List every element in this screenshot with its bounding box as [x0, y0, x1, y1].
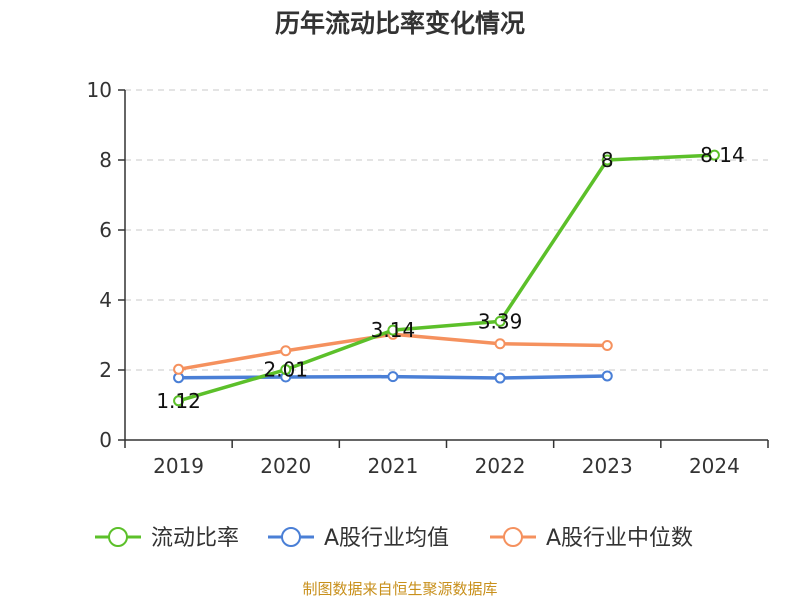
data-label-2021: 3.14 — [371, 318, 416, 342]
series-line-0 — [178, 153, 715, 403]
y-tick-label-6: 6 — [99, 218, 112, 242]
data-point-s2-2022 — [494, 338, 506, 350]
data-point-s1-2022 — [494, 372, 506, 384]
data-point-s0-2019 — [173, 395, 185, 407]
grid-lines — [125, 89, 768, 371]
y-tick-label-0: 0 — [99, 428, 112, 452]
data-point-s2-2020 — [280, 345, 292, 357]
chart-title: 历年流动比率变化情况 — [274, 9, 525, 38]
x-tick-label-2020: 2020 — [260, 454, 311, 478]
y-tick-label-10: 10 — [87, 78, 112, 102]
y-tick-label-4: 4 — [99, 288, 112, 312]
data-point-s2-2019 — [173, 363, 185, 375]
data-label-2023: 8 — [601, 148, 614, 172]
source-note: 制图数据来自恒生聚源数据库 — [302, 580, 498, 598]
y-tick-label-2: 2 — [99, 358, 112, 382]
data-point-s0-2021 — [387, 324, 399, 336]
data-label-2022: 3.39 — [478, 309, 523, 333]
legend-marker-0 — [108, 527, 128, 547]
data-point-s0-2020 — [280, 364, 292, 376]
x-tick-label-2019: 2019 — [153, 454, 204, 478]
x-tick-label-2022: 2022 — [475, 454, 526, 478]
legend-marker-1 — [281, 527, 301, 547]
legend-label-1: A股行业均值 — [324, 526, 449, 551]
data-label-2024: 8.14 — [700, 143, 745, 167]
data-point-s0-2023 — [601, 154, 613, 166]
legend-label-0: 流动比率 — [151, 526, 239, 551]
data-point-s0-2022 — [494, 315, 506, 327]
data-label-2020: 2.01 — [263, 358, 308, 382]
x-tick-label-2021: 2021 — [367, 454, 418, 478]
x-tick-label-2023: 2023 — [582, 454, 633, 478]
data-label-2019: 1.12 — [156, 389, 201, 413]
data-labels: 1.12 2.01 3.14 3.39 8 8.14 — [156, 143, 744, 413]
legend-label-2: A股行业中位数 — [546, 526, 693, 551]
legend: 流动比率 A股行业均值 A股行业中位数 — [95, 526, 693, 551]
x-tick-label-2024: 2024 — [689, 454, 740, 478]
data-point-s1-2023 — [601, 370, 613, 382]
data-point-s2-2023 — [601, 340, 613, 351]
y-tick-label-8: 8 — [99, 148, 112, 172]
axes: 0 2 4 6 8 10 2019 2020 2021 2022 2023 2024 — [87, 78, 769, 478]
legend-marker-2 — [503, 527, 523, 547]
series-lines — [173, 149, 720, 407]
data-point-s1-2021 — [387, 371, 399, 383]
data-point-s0-2024 — [708, 149, 720, 161]
